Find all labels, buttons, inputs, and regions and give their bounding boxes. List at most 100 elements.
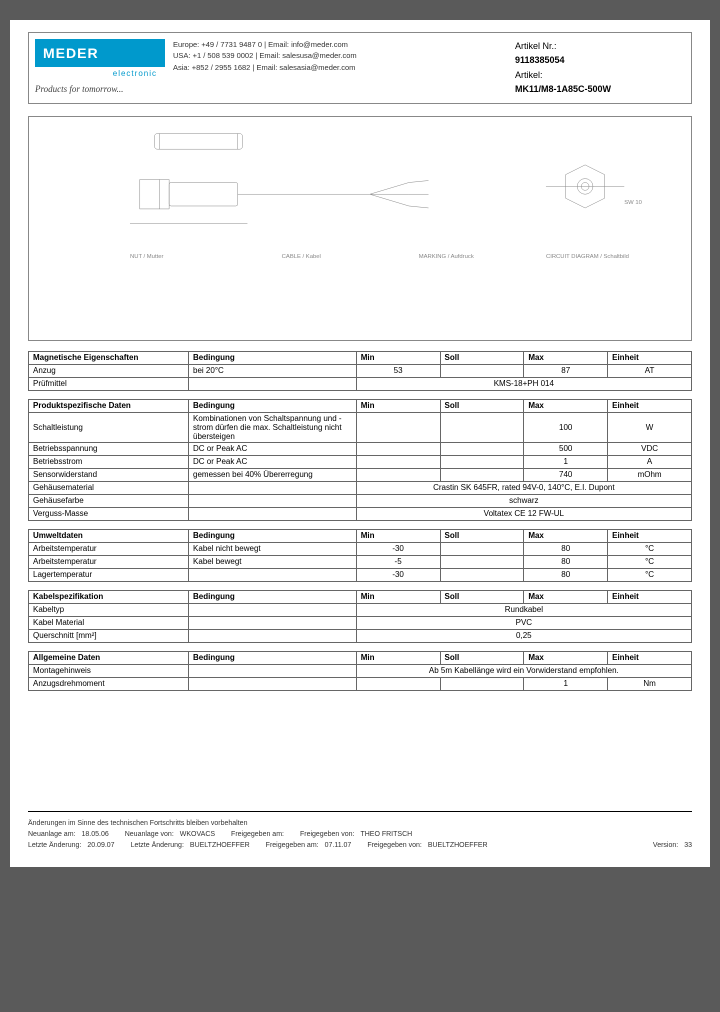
cell-min <box>356 455 440 468</box>
cell-cond <box>189 616 357 629</box>
drawing-nut-label: NUT / Mutter <box>130 253 163 259</box>
cell-param: Arbeitstemperatur <box>29 555 189 568</box>
table-row: BetriebsspannungDC or Peak AC500VDC <box>29 442 692 455</box>
letzte-lbl: Letzte Änderung: <box>28 842 81 849</box>
cell-param: Schaltleistung <box>29 412 189 442</box>
product-table: Produktspezifische DatenBedingungMinSoll… <box>28 399 692 521</box>
logo-sub: electronic <box>35 69 165 78</box>
cell-unit: W <box>608 412 692 442</box>
cell-unit: °C <box>608 542 692 555</box>
cell-min <box>356 412 440 442</box>
letzte-von-lbl: Letzte Änderung: <box>131 842 184 849</box>
cell-soll <box>440 568 524 581</box>
header-bedingung: Bedingung <box>189 529 357 542</box>
cell-param: Sensorwiderstand <box>29 468 189 481</box>
header-min: Min <box>356 590 440 603</box>
freigegeben-von: THEO FRITSCH <box>360 831 412 838</box>
version-lbl: Version: <box>653 842 678 849</box>
header-einheit: Einheit <box>608 351 692 364</box>
table-row: GehäusematerialCrastin SK 645FR, rated 9… <box>29 481 692 494</box>
header-min: Min <box>356 529 440 542</box>
header-title: Magnetische Eigenschaften <box>29 351 189 364</box>
cell-unit: Nm <box>608 677 692 690</box>
letzte-von: BUELTZHOEFFER <box>190 842 250 849</box>
cell-max: 80 <box>524 568 608 581</box>
cell-param: Prüfmittel <box>29 377 189 390</box>
table-row: Querschnitt [mm²]0,25 <box>29 629 692 642</box>
cell-min: -30 <box>356 568 440 581</box>
tables-container: Magnetische EigenschaftenBedingungMinSol… <box>28 351 692 691</box>
header-bedingung: Bedingung <box>189 351 357 364</box>
neuanlage-lbl: Neuanlage am: <box>28 831 75 838</box>
cell-unit: °C <box>608 568 692 581</box>
cell-unit: AT <box>608 364 692 377</box>
cell-span: Ab 5m Kabellänge wird ein Vorwiderstand … <box>356 664 691 677</box>
article-nr: 9118385054 <box>515 53 685 67</box>
neuanlage-date: 18.05.06 <box>81 831 108 838</box>
header-max: Max <box>524 590 608 603</box>
footer-note: Änderungen im Sinne des technischen Fort… <box>28 820 692 827</box>
datasheet-page: MEDER electronic Products for tomorrow..… <box>10 20 710 867</box>
cell-span: KMS-18+PH 014 <box>356 377 691 390</box>
cell-cond <box>189 481 357 494</box>
table-row: Verguss-MasseVoltatex CE 12 FW-UL <box>29 507 692 520</box>
cell-min: -30 <box>356 542 440 555</box>
header-einheit: Einheit <box>608 529 692 542</box>
freigegeben-von2: BUELTZHOEFFER <box>428 842 488 849</box>
cell-cond: bei 20°C <box>189 364 357 377</box>
cell-unit: °C <box>608 555 692 568</box>
header-einheit: Einheit <box>608 651 692 664</box>
cell-param: Montagehinweis <box>29 664 189 677</box>
cell-span: PVC <box>356 616 691 629</box>
article-nr-label: Artikel Nr.: <box>515 39 685 53</box>
table-row: Prüfmittel KMS-18+PH 014 <box>29 377 692 390</box>
freigegeben-am2: 07.11.07 <box>325 842 352 849</box>
env-table: UmweltdatenBedingungMinSollMaxEinheitArb… <box>28 529 692 582</box>
header-bedingung: Bedingung <box>189 651 357 664</box>
cell-min <box>356 442 440 455</box>
cell-cond: DC or Peak AC <box>189 455 357 468</box>
header-soll: Soll <box>440 399 524 412</box>
cell-soll <box>440 555 524 568</box>
cell-max: 1 <box>524 677 608 690</box>
table-row: Anzugbei 20°C5387AT <box>29 364 692 377</box>
cell-param: Betriebsspannung <box>29 442 189 455</box>
header-max: Max <box>524 651 608 664</box>
neuanlage-von: WKOVACS <box>180 831 215 838</box>
header-min: Min <box>356 399 440 412</box>
cell-cond <box>189 629 357 642</box>
letzte-date: 20.09.07 <box>87 842 114 849</box>
cell-soll <box>440 455 524 468</box>
header: MEDER electronic Products for tomorrow..… <box>28 32 692 104</box>
header-soll: Soll <box>440 651 524 664</box>
header-min: Min <box>356 651 440 664</box>
cell-unit: A <box>608 455 692 468</box>
table-row: Sensorwiderstandgemessen bei 40% Übererr… <box>29 468 692 481</box>
cable-table: KabelspezifikationBedingungMinSollMaxEin… <box>28 590 692 643</box>
cell-cond <box>189 507 357 520</box>
table-row: ArbeitstemperaturKabel bewegt-580°C <box>29 555 692 568</box>
cell-param: Kabeltyp <box>29 603 189 616</box>
cell-span: Rundkabel <box>356 603 691 616</box>
header-max: Max <box>524 351 608 364</box>
footer-row-1: Neuanlage am:18.05.06 Neuanlage von:WKOV… <box>28 831 692 838</box>
cell-param: Anzugsdrehmoment <box>29 677 189 690</box>
cell-unit: VDC <box>608 442 692 455</box>
cell-min <box>356 677 440 690</box>
table-row: Gehäusefarbeschwarz <box>29 494 692 507</box>
header-title: Produktspezifische Daten <box>29 399 189 412</box>
freigegeben-am-lbl: Freigegeben am: <box>231 831 284 838</box>
header-soll: Soll <box>440 590 524 603</box>
header-soll: Soll <box>440 351 524 364</box>
header-einheit: Einheit <box>608 399 692 412</box>
contact-asia: Asia: +852 / 2955 1682 | Email: salesasi… <box>173 62 507 73</box>
logo: MEDER <box>35 39 165 67</box>
cell-cond: DC or Peak AC <box>189 442 357 455</box>
cell-cond <box>189 377 357 390</box>
cell-soll <box>440 542 524 555</box>
article-info: Artikel Nr.: 9118385054 Artikel: MK11/M8… <box>515 39 685 97</box>
cell-param: Arbeitstemperatur <box>29 542 189 555</box>
drawing-sw-label: SW 10 <box>624 200 642 206</box>
logo-block: MEDER electronic Products for tomorrow..… <box>35 39 165 97</box>
cell-cond: Kabel bewegt <box>189 555 357 568</box>
